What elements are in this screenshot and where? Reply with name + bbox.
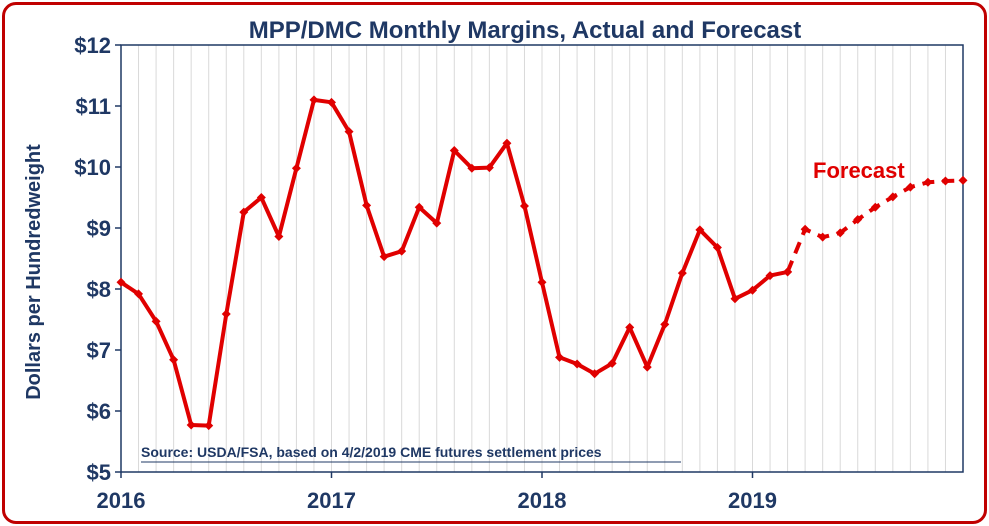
data-point <box>905 182 915 192</box>
x-ticks: 2016 2017 2018 2019 <box>97 472 777 513</box>
data-point <box>607 358 617 368</box>
data-point <box>362 200 372 210</box>
data-point <box>590 369 600 379</box>
chart-title: MPP/DMC Monthly Margins, Actual and Fore… <box>249 17 802 44</box>
data-point <box>870 202 880 212</box>
data-point <box>923 177 933 187</box>
data-point <box>169 355 179 365</box>
data-point <box>151 316 161 326</box>
forecast-annotation: Forecast <box>813 158 905 183</box>
data-point <box>344 127 354 137</box>
data-point <box>134 289 144 299</box>
data-point <box>502 138 512 148</box>
data-point <box>256 193 266 202</box>
y-ticks: $5 $6 $7 $8 $9 $10 $11 $12 <box>74 33 121 485</box>
data-point <box>625 322 635 332</box>
y-tick-label: $6 <box>87 399 111 424</box>
data-point <box>800 224 810 234</box>
gridlines <box>138 45 946 472</box>
data-point <box>677 268 687 278</box>
y-tick-label: $9 <box>87 216 111 241</box>
data-point <box>291 163 301 173</box>
y-tick-label: $12 <box>74 33 111 58</box>
data-point <box>730 294 740 304</box>
data-point <box>572 359 582 369</box>
data-point <box>309 95 319 105</box>
data-point <box>414 202 424 212</box>
data-point <box>783 267 793 277</box>
data-point <box>204 421 214 431</box>
data-point <box>537 277 547 287</box>
data-point <box>239 207 249 217</box>
data-point <box>327 97 336 107</box>
data-point <box>748 285 757 295</box>
data-point <box>660 319 670 329</box>
x-tick-label: 2016 <box>97 488 146 513</box>
x-tick-label: 2017 <box>307 488 356 513</box>
data-point <box>958 175 968 185</box>
data-point <box>642 362 652 372</box>
data-point <box>888 192 898 202</box>
x-tick-label: 2018 <box>518 488 567 513</box>
data-point <box>835 228 845 238</box>
data-point <box>940 176 950 186</box>
data-point <box>818 232 828 242</box>
y-tick-label: $10 <box>74 155 111 180</box>
data-point <box>186 420 196 430</box>
data-point <box>467 163 477 173</box>
x-tick-label: 2019 <box>728 488 777 513</box>
data-point <box>695 225 705 235</box>
y-tick-label: $5 <box>87 460 111 485</box>
data-point <box>449 146 459 156</box>
data-point <box>853 214 863 224</box>
data-point <box>765 271 775 281</box>
data-point <box>484 163 494 173</box>
data-point <box>712 243 722 253</box>
data-point <box>274 232 284 242</box>
y-axis-label: Dollars per Hundredweight <box>23 144 45 400</box>
data-point <box>519 201 529 211</box>
y-tick-label: $8 <box>87 277 111 302</box>
data-point <box>397 246 407 256</box>
series-group <box>116 95 968 431</box>
source-note: Source: USDA/FSA, based on 4/2/2019 CME … <box>141 444 602 460</box>
data-point <box>432 218 442 228</box>
y-tick-label: $11 <box>76 94 112 119</box>
y-tick-label: $7 <box>87 338 111 363</box>
data-point <box>555 352 565 362</box>
data-point <box>116 277 126 287</box>
data-point <box>379 252 389 262</box>
data-point <box>221 309 231 319</box>
